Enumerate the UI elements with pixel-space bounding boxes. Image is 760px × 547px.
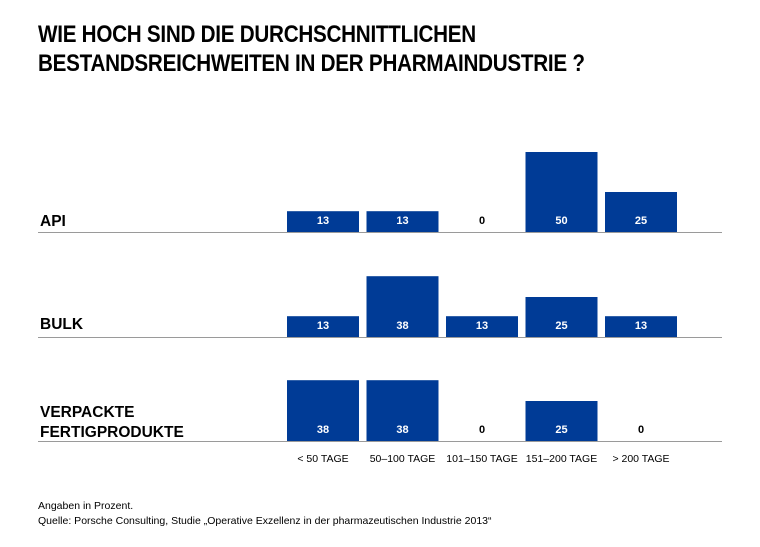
series-api: API 13 13 0 50 25	[38, 152, 722, 233]
value-label-bulk-151-200-tage: 25	[555, 320, 567, 332]
bar-api-151-200-tage	[525, 152, 598, 232]
footnote-source: Quelle: Porsche Consulting, Studie „Oper…	[38, 515, 492, 527]
bar-bulk-50-100-tage	[366, 276, 439, 337]
bar-bulk-50-tage	[287, 316, 359, 337]
value-label-bulk-200-tage: 13	[635, 320, 647, 332]
bar-api-50-100-tage	[366, 211, 439, 232]
footnote-units: Angaben in Prozent.	[38, 500, 134, 512]
bar-verpackte-fertigprodukte-50-tage	[287, 380, 359, 441]
value-label-verpackte-fertigprodukte-50-tage: 38	[317, 424, 329, 436]
row-label-bulk: BULK	[40, 316, 84, 333]
bar-bulk-101-150-tage	[446, 316, 518, 337]
bar-verpackte-fertigprodukte-50-100-tage	[366, 380, 439, 441]
chart-title-line-2: BESTANDSREICHWEITEN IN DER PHARMAINDUSTR…	[38, 50, 585, 77]
bar-verpackte-fertigprodukte-151-200-tage	[525, 401, 598, 441]
series-bulk: BULK 13 38 13 25 13	[38, 276, 722, 338]
value-label-api-151-200-tage: 50	[555, 215, 567, 227]
x-axis-labels: < 50 TAGE 50–100 TAGE 101–150 TAGE 151–200 …	[297, 453, 669, 465]
value-label-bulk-50-100-tage: 38	[396, 320, 408, 332]
bar-bulk-200-tage	[605, 316, 677, 337]
x-tick-label-101-150-tage: 101–150 TAGE	[446, 453, 517, 465]
value-label-api-50-100-tage: 13	[396, 215, 408, 227]
chart-title: WIE HOCH SIND DIE DURCHSCHNITTLICHEN BES…	[38, 20, 640, 78]
value-label-bulk-101-150-tage: 13	[476, 320, 488, 332]
bar-bulk-151-200-tage	[525, 297, 598, 337]
value-label-api-50-tage: 13	[317, 215, 329, 227]
value-label-verpackte-fertigprodukte-200-tage: 0	[638, 424, 644, 436]
value-label-api-200-tage: 25	[635, 215, 647, 227]
bar-api-200-tage	[605, 192, 677, 232]
bar-api-50-tage	[287, 211, 359, 232]
row-label-api: API	[40, 213, 66, 230]
row-label-verpackte-fertigprodukte-line-2: FERTIGPRODUKTE	[40, 424, 184, 441]
series-verpackte-fertigprodukte: VERPACKTE FERTIGPRODUKTE 38 38 0 25 0	[38, 380, 722, 442]
value-label-verpackte-fertigprodukte-50-100-tage: 38	[396, 424, 408, 436]
chart-title-line-1: WIE HOCH SIND DIE DURCHSCHNITTLICHEN	[38, 21, 476, 48]
x-tick-label-50-tage: < 50 TAGE	[297, 453, 348, 465]
x-tick-label-50-100-tage: 50–100 TAGE	[370, 453, 436, 465]
value-label-verpackte-fertigprodukte-151-200-tage: 25	[555, 424, 567, 436]
row-label-verpackte-fertigprodukte-line-1: VERPACKTE	[40, 404, 134, 421]
value-label-api-101-150-tage: 0	[479, 215, 485, 227]
value-label-bulk-50-tage: 13	[317, 320, 329, 332]
x-tick-label-151-200-tage: 151–200 TAGE	[526, 453, 597, 465]
value-label-verpackte-fertigprodukte-101-150-tage: 0	[479, 424, 485, 436]
x-tick-label-200-tage: > 200 TAGE	[612, 453, 669, 465]
